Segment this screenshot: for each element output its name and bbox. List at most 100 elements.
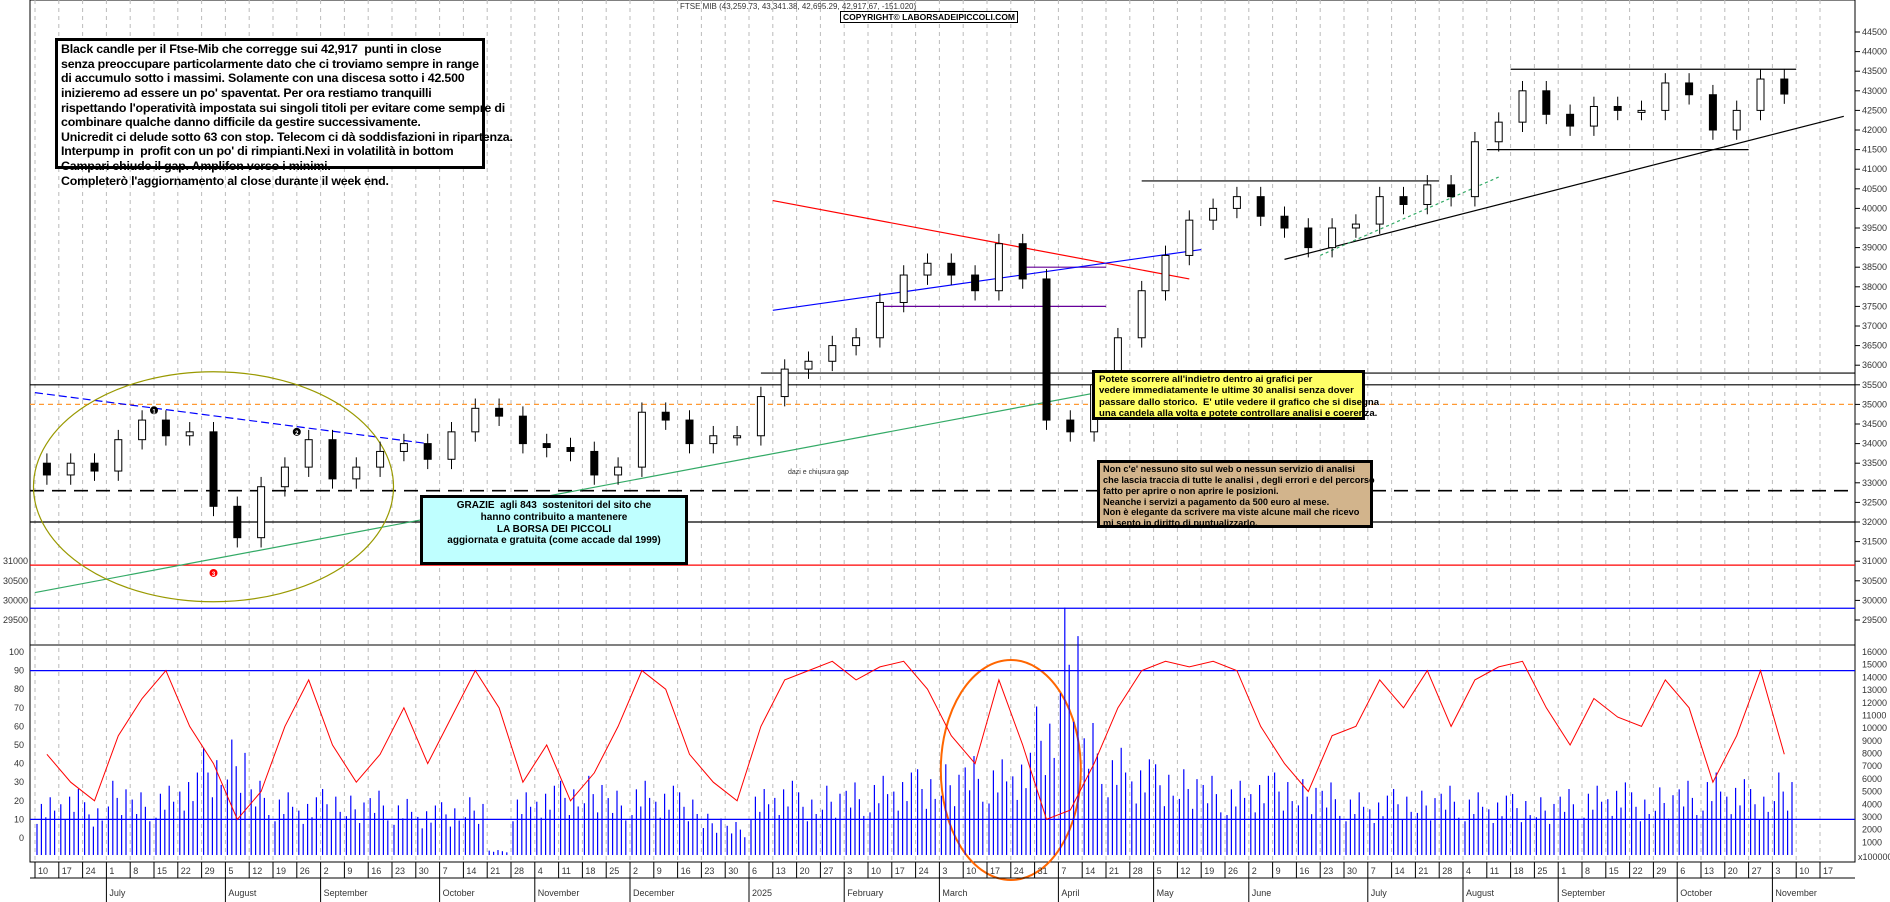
month-label: December: [633, 888, 675, 898]
date-tick-label: 30: [1347, 866, 1357, 876]
candle-body: [1328, 227, 1337, 249]
date-tick-label: 16: [1299, 866, 1309, 876]
month-label: August: [228, 888, 257, 898]
candle-body: [399, 443, 408, 452]
marker-dot: [150, 406, 158, 415]
price-tick-label: 33500: [1862, 458, 1887, 468]
green-trendline: [34, 388, 1119, 594]
date-tick-label: 24: [1014, 866, 1024, 876]
candle-body: [280, 466, 289, 488]
marker-dot: [292, 427, 301, 436]
price-tick-label: 42000: [1862, 125, 1887, 135]
price-tick-label: 32000: [1862, 517, 1887, 527]
date-tick-label: 2: [633, 866, 638, 876]
candle-body: [1518, 90, 1527, 123]
date-tick-label: 7: [1371, 866, 1376, 876]
date-tick-label: 10: [871, 866, 881, 876]
month-label: 2025: [752, 888, 772, 898]
date-tick-label: 13: [776, 866, 786, 876]
month-label: July: [1371, 888, 1388, 898]
candle-body: [1589, 105, 1598, 127]
date-tick-label: 16: [681, 866, 691, 876]
price-tick-label: 41000: [1862, 164, 1887, 174]
blue-trendline: [772, 248, 1202, 311]
date-tick-label: 13: [1704, 866, 1714, 876]
candle-body: [1494, 121, 1503, 143]
month-label: March: [942, 888, 967, 898]
candle-body: [1018, 243, 1027, 280]
left-price-tick-label: 31000: [3, 556, 28, 566]
price-tick-label: 39500: [1862, 223, 1887, 233]
month-label: May: [1157, 888, 1175, 898]
candle-body: [1732, 109, 1741, 131]
volume-tick-label: 13000: [1862, 685, 1887, 695]
price-tick-label: 29500: [1862, 615, 1887, 625]
month-label: November: [1775, 888, 1817, 898]
candle-body: [542, 443, 551, 449]
candle-body: [923, 262, 932, 276]
month-label: June: [1252, 888, 1272, 898]
oscillator-tick-label: 30: [14, 777, 24, 787]
volume-tick-label: 4000: [1862, 799, 1882, 809]
candle-body: [185, 431, 194, 437]
candle-body: [780, 368, 789, 398]
month-label: August: [1466, 888, 1495, 898]
marker-label: 3: [212, 572, 216, 578]
candle-body: [352, 466, 361, 480]
candle-body: [1161, 254, 1170, 292]
candle-body: [1209, 207, 1218, 221]
candle-body: [1566, 113, 1575, 127]
date-tick-label: 1: [1561, 866, 1566, 876]
date-tick-label: 23: [395, 866, 405, 876]
date-tick-label: 23: [704, 866, 714, 876]
month-label: September: [324, 888, 368, 898]
month-label: April: [1061, 888, 1079, 898]
candle-body: [566, 447, 575, 452]
candle-body: [1470, 141, 1479, 198]
month-label: October: [443, 888, 475, 898]
date-tick-label: 2: [324, 866, 329, 876]
scroll-hint-note: Potete scorrere all'indietro dentro ai g…: [1092, 370, 1379, 420]
date-tick-label: 3: [942, 866, 947, 876]
candle-body: [709, 435, 718, 445]
date-tick-label: 8: [133, 866, 138, 876]
rising-support-line: [1284, 115, 1844, 260]
candle-body: [1137, 290, 1146, 339]
candle-body: [1304, 227, 1313, 249]
date-tick-label: 3: [1775, 866, 1780, 876]
candle-body: [1613, 105, 1622, 111]
price-tick-label: 44000: [1862, 47, 1887, 57]
date-tick-label: 1: [109, 866, 114, 876]
month-label: July: [109, 888, 126, 898]
volume-tick-label: 15000: [1862, 660, 1887, 670]
analysis-note: Black candle per il Ftse-Mib che corregg…: [55, 38, 513, 188]
oscillator-tick-label: 90: [14, 666, 24, 676]
date-tick-label: 29: [1656, 866, 1666, 876]
candle-body: [1375, 196, 1384, 225]
date-tick-label: 21: [1109, 866, 1119, 876]
candle-body: [1042, 278, 1051, 421]
candle-body: [423, 443, 432, 460]
date-tick-label: 22: [181, 866, 191, 876]
date-tick-label: 21: [490, 866, 500, 876]
copyright-label: COPYRIGHT© LABORSADEIPICCOLI.COM: [840, 11, 1019, 23]
date-tick-label: 19: [276, 866, 286, 876]
candle-body: [1661, 82, 1670, 111]
price-tick-label: 30000: [1862, 595, 1887, 605]
candle-body: [1256, 196, 1265, 217]
oscillator-tick-label: 20: [14, 796, 24, 806]
date-tick-label: 27: [1752, 866, 1762, 876]
date-tick-label: 12: [1180, 866, 1190, 876]
date-tick-label: 26: [300, 866, 310, 876]
date-tick-label: 10: [1799, 866, 1809, 876]
date-tick-label: 17: [62, 866, 72, 876]
candle-body: [661, 411, 670, 421]
date-tick-label: 15: [157, 866, 167, 876]
date-tick-label: 6: [1680, 866, 1685, 876]
candle-body: [590, 450, 599, 476]
date-tick-label: 27: [823, 866, 833, 876]
candle-body: [1185, 219, 1194, 256]
date-tick-label: 17: [990, 866, 1000, 876]
price-tick-label: 35000: [1862, 399, 1887, 409]
